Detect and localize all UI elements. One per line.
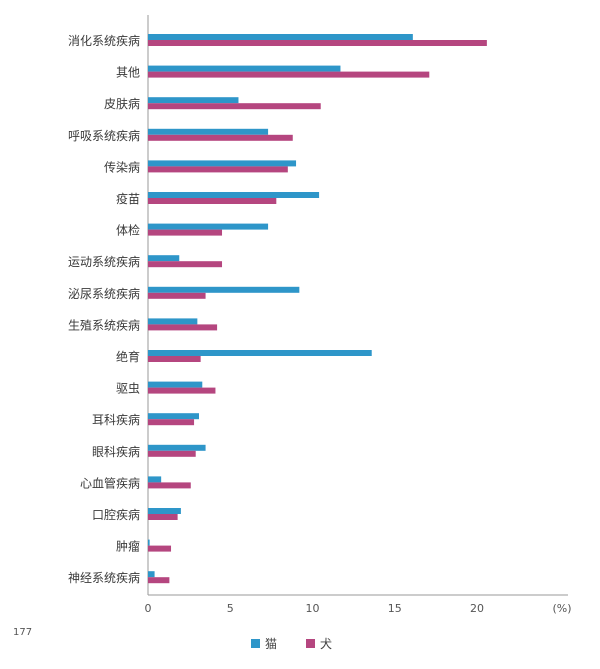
x-tick-label: 0 [145, 602, 152, 615]
bar-cat [148, 444, 206, 451]
bar-dog [148, 324, 218, 331]
category-label: 眼科疾病 [92, 444, 140, 459]
category-label: 体检 [116, 223, 140, 238]
x-tick-label: 20 [470, 602, 484, 615]
category-label: 疫苗 [116, 191, 140, 206]
legend-label-cat: 猫 [265, 637, 277, 651]
bar-dog [148, 292, 206, 299]
page-number: 177 [13, 627, 33, 638]
x-unit-label: (%) [552, 602, 571, 615]
x-tick-label: 5 [227, 602, 234, 615]
bar-dog [148, 134, 293, 141]
bar-dog [148, 40, 487, 46]
bar-dog [148, 419, 195, 426]
bar-cat [148, 539, 150, 546]
category-label: 泌尿系统疾病 [68, 286, 140, 301]
x-tick-label: 10 [306, 602, 320, 615]
category-label: 驱虫 [116, 382, 140, 396]
category-label: 传染病 [104, 159, 140, 174]
bar-cat [148, 65, 341, 72]
bar-cat [148, 476, 162, 483]
bar-dog [148, 387, 216, 394]
category-label: 耳科疾病 [92, 412, 140, 427]
category-label: 呼吸系统疾病 [68, 128, 140, 143]
x-tick-label: 15 [388, 602, 402, 615]
bar-cat [148, 255, 180, 262]
bar-cat [148, 381, 203, 388]
bar-dog [148, 514, 178, 520]
bar-cat [148, 223, 269, 230]
category-label: 皮肤病 [104, 96, 140, 111]
category-label: 肿瘤 [116, 539, 140, 554]
bar-cat [148, 350, 372, 356]
legend-swatch-dog [306, 639, 315, 648]
category-label: 其他 [116, 66, 140, 80]
bar-cat [148, 571, 155, 578]
bar-dog [148, 198, 277, 204]
bar-cat [148, 97, 239, 104]
bar-dog [148, 229, 223, 236]
category-label: 绝育 [116, 349, 140, 364]
legend-label-dog: 犬 [320, 637, 332, 651]
bar-cat [148, 508, 181, 514]
category-label: 生殖系统疾病 [68, 317, 140, 332]
bar-cat [148, 128, 269, 135]
bar-cat [148, 286, 300, 293]
bar-cat [148, 318, 198, 325]
legend: 猫 犬 [251, 637, 332, 651]
category-label: 运动系统疾病 [68, 254, 140, 269]
category-label: 心血管疾病 [80, 475, 140, 490]
legend-swatch-cat [251, 639, 260, 648]
bar-dog [148, 166, 288, 173]
category-label: 消化系统疾病 [68, 33, 140, 48]
category-label: 口腔疾病 [92, 507, 140, 522]
bar-dog [148, 482, 191, 489]
bar-cat [148, 34, 413, 40]
bar-dog [148, 261, 223, 268]
bar-dog [148, 545, 172, 552]
bar-dog [148, 577, 170, 584]
bar-dog [148, 356, 201, 362]
category-label: 神经系统疾病 [68, 570, 140, 585]
bar-dog [148, 450, 196, 457]
bar-cat [148, 160, 297, 167]
bar-cat [148, 413, 199, 420]
bar-dog [148, 71, 430, 78]
bar-cat [148, 192, 320, 198]
bar-dog [148, 103, 321, 110]
